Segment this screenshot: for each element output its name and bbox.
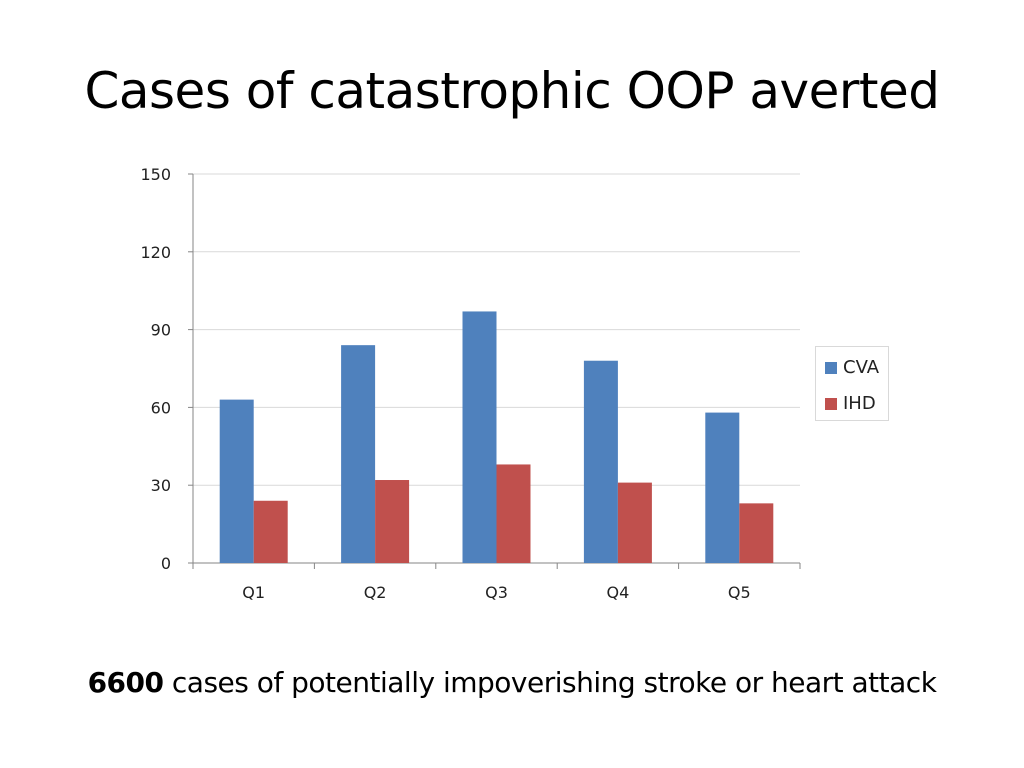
x-tick-label: Q5 (728, 583, 751, 602)
bar-ihd-q5 (739, 503, 774, 563)
legend-swatch-cva (825, 361, 837, 374)
bar-ihd-q4 (617, 482, 652, 563)
chart-legend: CVA IHD (815, 346, 889, 421)
legend-item-ihd: IHD (825, 393, 876, 414)
y-tick-label: 150 (140, 165, 171, 184)
y-tick-label: 30 (151, 476, 171, 495)
slide-footer: 6600 cases of potentially impoverishing … (0, 666, 1024, 699)
y-tick-label: 60 (151, 398, 171, 417)
bar-cva-q1 (219, 399, 254, 563)
bar-cva-q5 (705, 412, 740, 563)
legend-label-ihd: IHD (843, 393, 876, 414)
y-tick-label: 120 (140, 243, 171, 262)
bar-ihd-q3 (496, 464, 531, 563)
footer-text: cases of potentially impoverishing strok… (163, 666, 937, 699)
legend-swatch-ihd (825, 397, 837, 410)
x-tick-label: Q3 (485, 583, 508, 602)
y-tick-label: 90 (151, 321, 171, 340)
bar-ihd-q2 (375, 480, 410, 563)
footer-count: 6600 (87, 666, 164, 699)
bar-cva-q4 (583, 360, 618, 563)
legend-label-cva: CVA (843, 357, 880, 378)
slide-title: Cases of catastrophic OOP averted (84, 62, 940, 120)
x-tick-label: Q4 (607, 583, 630, 602)
bar-cva-q2 (341, 345, 376, 563)
x-tick-label: Q2 (364, 583, 387, 602)
y-tick-label: 0 (161, 554, 171, 573)
legend-item-cva: CVA (825, 357, 879, 378)
bar-ihd-q1 (253, 500, 288, 563)
x-tick-label: Q1 (242, 583, 265, 602)
bar-cva-q3 (462, 311, 497, 563)
